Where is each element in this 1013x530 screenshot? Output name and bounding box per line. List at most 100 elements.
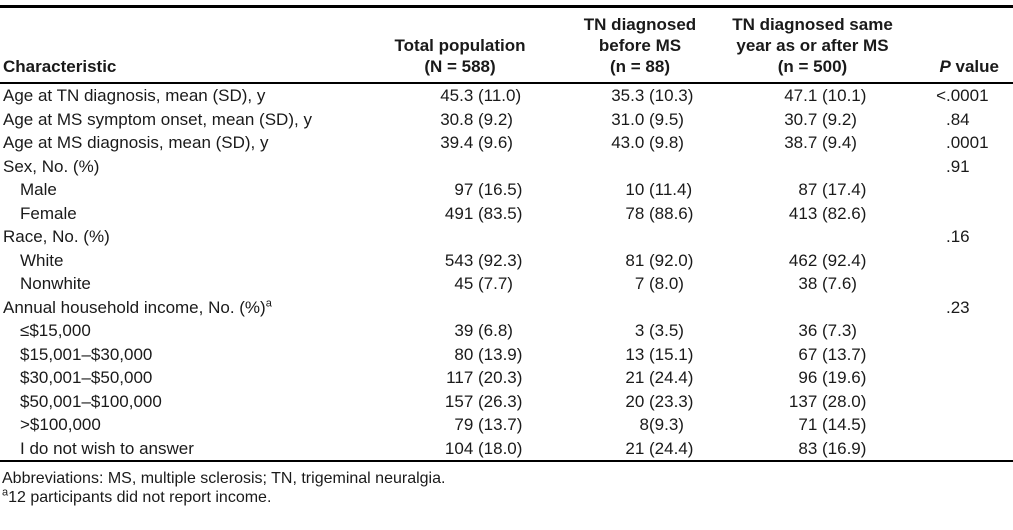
table-row: >$100,000 79 (13.7) 8 (9.3) 71 (14.5) <box>0 413 1013 437</box>
cell-p-value: .23 <box>900 296 1013 320</box>
after-number <box>725 225 822 249</box>
cell-tn-after-ms: 71 (14.5) <box>725 413 900 437</box>
footnote-a-marker: a <box>2 486 9 499</box>
cell-tn-before-ms: 13 (15.1) <box>555 343 725 367</box>
after-percent: (17.4) <box>822 180 867 199</box>
cell-tn-after-ms: 30.7 (9.2) <box>725 108 900 132</box>
header-cell-characteristic: Characteristic <box>0 56 365 77</box>
cell-tn-before-ms: 10 (11.4) <box>555 178 725 202</box>
after-number: 71 <box>798 415 822 434</box>
after-number: 87 <box>798 180 822 199</box>
p-value-prefix: < <box>936 86 946 105</box>
before-percent: (24.4) <box>649 368 694 387</box>
p-value-prefix <box>900 413 946 437</box>
before-number: 7 <box>634 274 649 293</box>
cell-tn-after-ms: 38.7 (9.4) <box>725 131 900 155</box>
total-number: 45.3 <box>440 86 478 105</box>
p-value-prefix <box>900 202 946 226</box>
before-percent: (24.4) <box>649 438 694 458</box>
table-row: Nonwhite 45 (7.7) 7 (8.0) 38 (7.6) <box>0 272 1013 296</box>
after-percent: (92.4) <box>822 250 867 270</box>
p-value-prefix <box>900 296 946 320</box>
after-number: 67 <box>798 344 822 364</box>
total-number: 117 <box>446 368 478 387</box>
total-number <box>365 225 478 249</box>
cell-tn-before-ms <box>555 225 725 249</box>
before-percent: (9.3) <box>649 415 684 434</box>
before-percent: (23.3) <box>649 391 694 411</box>
cell-tn-before-ms: 20 (23.3) <box>555 390 725 414</box>
row-label: Male <box>20 180 57 199</box>
cell-characteristic: Age at TN diagnosis, mean (SD), y <box>0 84 365 108</box>
header-after-line3: (n = 500) <box>777 56 848 76</box>
p-value-prefix <box>900 343 946 367</box>
cell-total-population: 79 (13.7) <box>365 413 555 437</box>
cell-p-value <box>900 202 1013 226</box>
cell-characteristic: $50,001–$100,000 <box>0 390 365 414</box>
cell-p-value: .16 <box>900 225 1013 249</box>
cell-p-value: .91 <box>900 155 1013 179</box>
cell-tn-before-ms: 31.0 (9.5) <box>555 108 725 132</box>
row-label: Female <box>20 203 77 223</box>
row-label: Age at TN diagnosis, mean (SD), y <box>3 86 266 105</box>
total-number: 157 <box>444 391 478 411</box>
table-top-rule <box>0 5 1013 8</box>
cell-tn-after-ms <box>725 155 900 179</box>
cell-total-population: 117 (20.3) <box>365 366 555 390</box>
cell-p-value <box>900 178 1013 202</box>
cell-p-value: .0001 <box>900 131 1013 155</box>
p-value-prefix <box>900 437 946 461</box>
total-number: 30.8 <box>440 109 478 129</box>
p-value-italic-p: P <box>939 56 951 76</box>
after-number: 462 <box>788 250 822 270</box>
before-number: 31.0 <box>611 109 649 129</box>
cell-total-population <box>365 296 555 320</box>
after-number <box>725 155 822 179</box>
total-number: 79 <box>454 415 478 434</box>
after-number: 38.7 <box>784 133 822 152</box>
p-value-number: .0001 <box>946 86 989 105</box>
table-bottom-rule <box>0 460 1013 462</box>
table-row: Annual household income, No. (%)a .23 <box>0 296 1013 320</box>
table-row: $50,001–$100,000 157 (26.3) 20 (23.3) 13… <box>0 390 1013 414</box>
table-row: ≤$15,000 39 (6.8) 3 (3.5) 36 (7.3) <box>0 319 1013 343</box>
cell-total-population: 80 (13.9) <box>365 343 555 367</box>
row-label: Race, No. (%) <box>3 227 110 246</box>
table-row: Sex, No. (%) .91 <box>0 155 1013 179</box>
cell-p-value <box>900 272 1013 296</box>
row-label: Nonwhite <box>20 274 91 293</box>
row-label: ≤$15,000 <box>20 321 91 340</box>
cell-tn-before-ms: 21 (24.4) <box>555 366 725 390</box>
total-percent: (20.3) <box>478 368 523 387</box>
cell-total-population: 104 (18.0) <box>365 437 555 461</box>
row-label: I do not wish to answer <box>20 438 194 458</box>
total-number <box>365 155 478 179</box>
cell-p-value <box>900 343 1013 367</box>
cell-p-value: .84 <box>900 108 1013 132</box>
before-percent: (92.0) <box>649 250 694 270</box>
after-percent: (7.6) <box>822 274 857 293</box>
header-characteristic-label: Characteristic <box>3 56 117 76</box>
header-after-line2: year as or after MS <box>736 35 889 55</box>
header-total-line2: (N = 588) <box>424 56 496 76</box>
header-before-line3: (n = 88) <box>610 56 670 76</box>
after-percent: (28.0) <box>822 391 867 411</box>
after-percent: (19.6) <box>822 368 867 387</box>
after-number <box>725 296 822 320</box>
row-label: $50,001–$100,000 <box>20 391 162 411</box>
before-number <box>555 296 649 320</box>
row-label: >$100,000 <box>20 415 101 434</box>
total-percent: (83.5) <box>478 203 523 223</box>
table-row: $30,001–$50,000 117 (20.3) 21 (24.4) 96 … <box>0 366 1013 390</box>
before-number: 78 <box>625 203 649 223</box>
cell-characteristic: Male <box>0 178 365 202</box>
cell-total-population: 30.8 (9.2) <box>365 108 555 132</box>
cell-p-value <box>900 390 1013 414</box>
cell-total-population: 39 (6.8) <box>365 319 555 343</box>
cell-tn-before-ms <box>555 155 725 179</box>
before-number: 20 <box>625 391 649 411</box>
cell-characteristic: I do not wish to answer <box>0 437 365 461</box>
cell-tn-before-ms: 8 (9.3) <box>555 413 725 437</box>
cell-tn-after-ms <box>725 225 900 249</box>
before-percent: (8.0) <box>649 274 684 293</box>
